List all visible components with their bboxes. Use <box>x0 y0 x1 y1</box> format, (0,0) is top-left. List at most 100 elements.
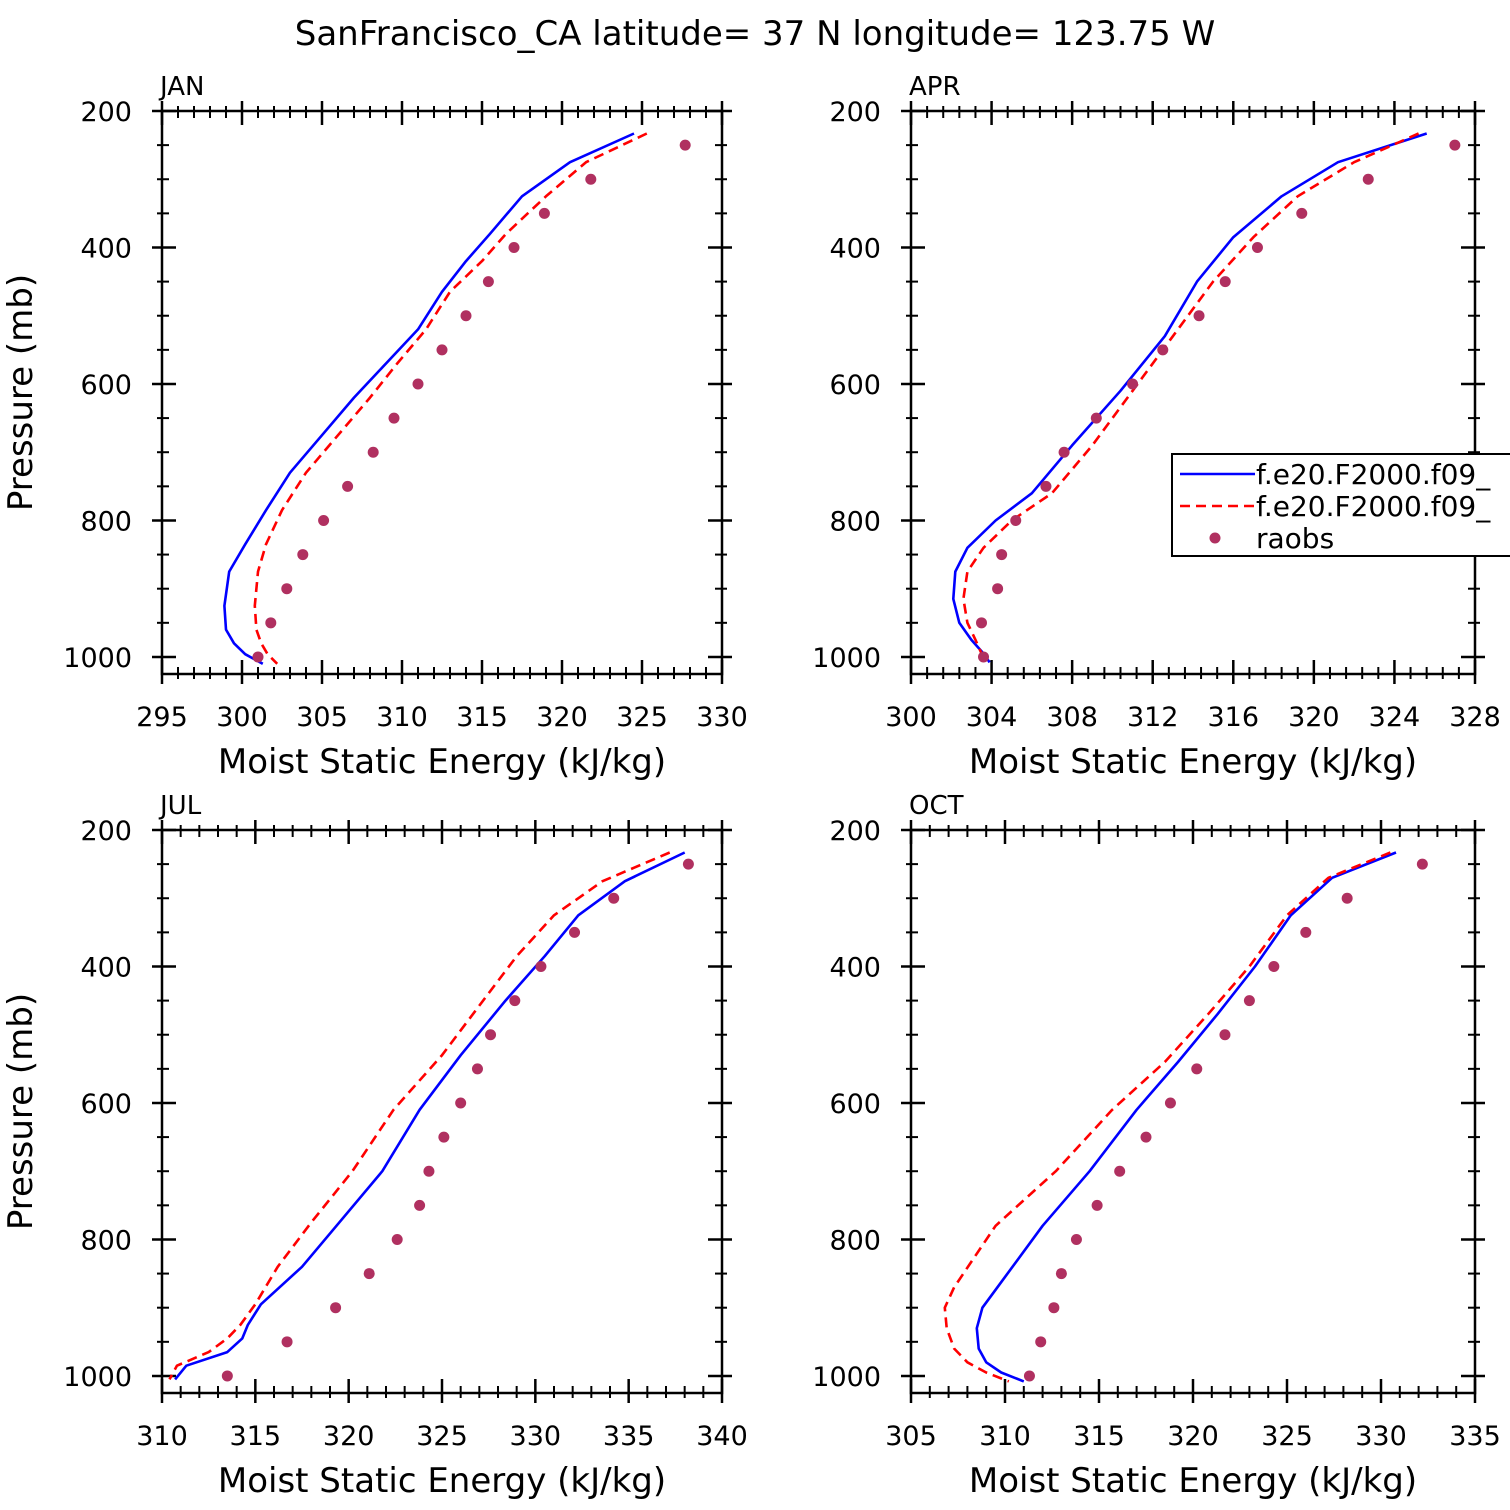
legend-marker-raobs <box>1209 532 1221 544</box>
x-tick-label: 320 <box>536 702 588 733</box>
y-tick-label: 600 <box>80 1089 132 1120</box>
series-group <box>223 132 691 665</box>
x-tick-label: 312 <box>1127 702 1179 733</box>
x-tick-label: 340 <box>696 1421 748 1452</box>
raobs-point <box>388 412 400 424</box>
raobs-point <box>436 344 448 356</box>
legend-label: f.e20.F2000.f09_ <box>1256 490 1491 523</box>
raobs-point <box>509 995 521 1007</box>
raobs-point <box>1300 926 1312 938</box>
raobs-point <box>265 617 277 629</box>
raobs-point <box>414 1199 426 1211</box>
raobs-point <box>297 549 309 561</box>
x-tick-label: 295 <box>136 702 188 733</box>
raobs-point <box>342 480 354 492</box>
y-tick-label: 1000 <box>63 1362 132 1393</box>
x-axis-label: Moist Static Energy (kJ/kg) <box>969 1461 1417 1501</box>
panel-title: JUL <box>158 791 202 821</box>
raobs-point <box>679 139 691 151</box>
x-axis-label: Moist Static Energy (kJ/kg) <box>218 742 666 782</box>
x-tick-label: 300 <box>885 702 937 733</box>
raobs-point <box>1091 1199 1103 1211</box>
raobs-point <box>1140 1131 1152 1143</box>
y-tick-label: 1000 <box>812 1362 881 1393</box>
panel-title: APR <box>909 72 961 102</box>
panel-title: OCT <box>909 791 964 821</box>
x-tick-label: 325 <box>616 702 668 733</box>
x-tick-label: 330 <box>696 702 748 733</box>
raobs-point <box>1164 1097 1176 1109</box>
x-axis-label: Moist Static Energy (kJ/kg) <box>969 742 1417 782</box>
raobs-point <box>976 617 987 629</box>
series-group <box>943 851 1428 1383</box>
x-tick-label: 310 <box>376 702 428 733</box>
y-tick-label: 200 <box>829 816 881 847</box>
raobs-point <box>1157 344 1169 356</box>
panel-title: JAN <box>158 72 204 102</box>
x-tick-label: 310 <box>979 1421 1031 1452</box>
raobs-point <box>1268 960 1280 972</box>
raobs-point <box>1023 1370 1035 1382</box>
x-axis-label: Moist Static Energy (kJ/kg) <box>218 1461 666 1501</box>
series-line-solid <box>174 851 686 1381</box>
series-line-solid <box>223 132 635 665</box>
raobs-point <box>460 310 472 322</box>
raobs-point <box>252 651 264 663</box>
raobs-point <box>412 378 424 390</box>
legend-label: f.e20.F2000.f09_ <box>1256 458 1491 491</box>
raobs-point <box>318 514 330 526</box>
raobs-point <box>330 1302 342 1314</box>
x-tick-label: 324 <box>1369 702 1421 733</box>
raobs-point <box>1090 412 1102 424</box>
raobs-point <box>423 1165 435 1177</box>
raobs-point <box>281 583 293 595</box>
y-tick-label: 800 <box>829 506 881 537</box>
x-tick-label: 305 <box>296 702 348 733</box>
raobs-point <box>1193 310 1205 322</box>
panel-apr: APR 300 304 308 312 316 320 324 328 Moist Static … <box>812 72 1500 782</box>
raobs-point <box>1048 1302 1060 1314</box>
x-tick-label: 328 <box>1449 702 1501 733</box>
raobs-point <box>367 446 379 458</box>
raobs-point <box>1362 173 1374 185</box>
x-tick-label: 316 <box>1208 702 1260 733</box>
x-tick-label: 315 <box>230 1421 282 1452</box>
legend: f.e20.F2000.f09_f.e20.F2000.f09_raobs <box>1171 453 1510 557</box>
x-tick-label: 320 <box>323 1421 375 1452</box>
plot-frame <box>160 109 724 676</box>
x-tick-label: 305 <box>885 1421 937 1452</box>
x-tick-label: 325 <box>1261 1421 1313 1452</box>
raobs-point <box>1127 378 1139 390</box>
raobs-point <box>1055 1268 1067 1280</box>
y-tick-label: 400 <box>829 952 881 983</box>
x-tick-label: 330 <box>510 1421 562 1452</box>
panel-jul: JUL 310 315 320 325 330 335 340 Moist Static Ene… <box>1 791 748 1501</box>
raobs-point <box>508 241 520 253</box>
raobs-point <box>992 583 1004 595</box>
raobs-point <box>471 1063 483 1075</box>
raobs-point <box>363 1268 375 1280</box>
series-line-solid <box>975 851 1397 1383</box>
y-tick-label: 800 <box>80 506 132 537</box>
raobs-point <box>485 1029 497 1041</box>
raobs-point <box>608 892 620 904</box>
raobs-point <box>1191 1063 1203 1075</box>
x-tick-label: 335 <box>603 1421 655 1452</box>
raobs-point <box>996 549 1008 561</box>
legend-label: raobs <box>1256 522 1334 555</box>
y-tick-label: 800 <box>829 1225 881 1256</box>
x-tick-label: 304 <box>966 702 1018 733</box>
series-group <box>168 851 694 1382</box>
x-tick-label: 320 <box>1288 702 1340 733</box>
raobs-point <box>1114 1165 1126 1177</box>
raobs-point <box>391 1233 403 1245</box>
series-line-dashed <box>253 132 648 665</box>
raobs-point <box>1219 276 1231 288</box>
raobs-point <box>221 1370 233 1382</box>
panels: JAN 295 300 305 310 315 320 325 330 Moist Static … <box>1 72 1501 1501</box>
y-tick-label: 800 <box>80 1225 132 1256</box>
y-tick-label: 200 <box>80 816 132 847</box>
series-line-dashed <box>962 132 1420 663</box>
series-group <box>951 132 1461 664</box>
